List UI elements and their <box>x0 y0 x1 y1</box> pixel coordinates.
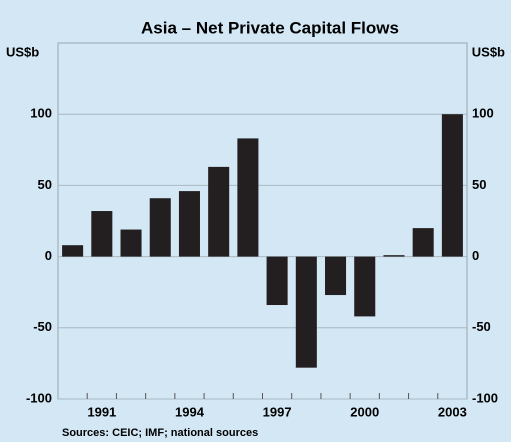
y-tick-label: 100 <box>30 106 52 121</box>
bar <box>295 256 317 368</box>
bar <box>441 114 463 257</box>
x-tick-label: 2003 <box>438 404 467 419</box>
bar <box>354 256 376 317</box>
bar <box>412 228 434 257</box>
bar <box>120 229 142 257</box>
x-tick-label: 2000 <box>350 404 379 419</box>
source-note: Sources: CEIC; IMF; national sources <box>62 427 258 439</box>
y2-tick-label: 50 <box>472 177 486 192</box>
bar <box>62 245 84 257</box>
y-tick-label: 0 <box>45 248 52 263</box>
x-tick-label: 1994 <box>175 404 205 419</box>
bar <box>91 211 113 257</box>
chart-title: Asia – Net Private Capital Flows <box>141 18 399 37</box>
bar <box>237 138 259 257</box>
y2-tick-label: -50 <box>472 319 491 334</box>
bar <box>208 166 230 257</box>
y-tick-label: 50 <box>38 177 52 192</box>
bar <box>178 191 200 257</box>
bar <box>266 256 288 306</box>
y-tick-label: -50 <box>33 319 52 334</box>
bar <box>383 255 405 257</box>
y2-tick-label: 100 <box>472 106 494 121</box>
y2-axis-label: US$b <box>472 44 505 59</box>
x-tick-label: 1997 <box>263 404 292 419</box>
y-tick-label: -100 <box>26 390 52 405</box>
y2-tick-label: -100 <box>472 390 498 405</box>
bar <box>325 256 347 296</box>
y2-tick-label: 0 <box>472 248 479 263</box>
bar <box>149 198 171 257</box>
x-tick-label: 1991 <box>87 404 116 419</box>
y-axis-label: US$b <box>6 44 39 59</box>
